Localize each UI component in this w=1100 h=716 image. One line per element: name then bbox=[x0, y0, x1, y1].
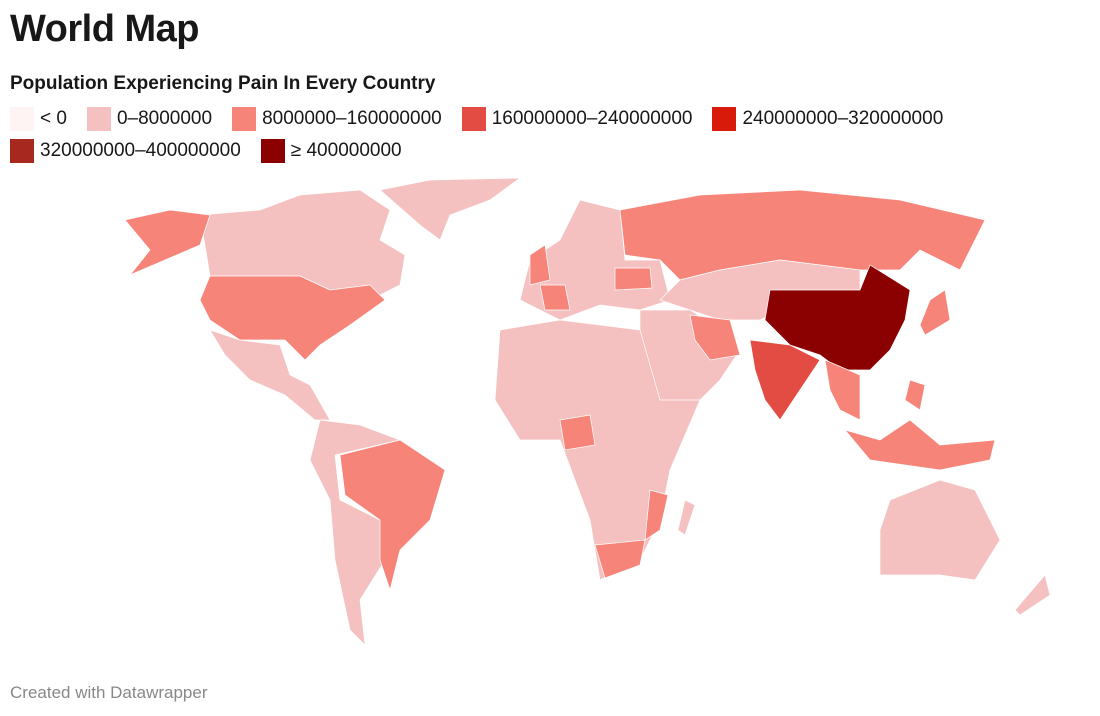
legend-item: 320000000–400000000 bbox=[10, 139, 241, 163]
usa[interactable] bbox=[199, 275, 386, 361]
legend-label: 8000000–160000000 bbox=[262, 108, 442, 129]
madagascar[interactable] bbox=[677, 499, 696, 536]
russia[interactable] bbox=[619, 189, 986, 281]
new-zealand[interactable] bbox=[1014, 574, 1051, 616]
legend-label: 0–8000000 bbox=[116, 108, 213, 129]
china[interactable] bbox=[764, 264, 911, 371]
legend-item: 160000000–240000000 bbox=[461, 107, 693, 131]
legend-label: 240000000–320000000 bbox=[742, 108, 944, 129]
legend-swatch bbox=[86, 107, 111, 131]
uk[interactable] bbox=[529, 244, 551, 286]
legend-swatch bbox=[10, 107, 34, 131]
legend-label: 320000000–400000000 bbox=[40, 140, 241, 161]
legend-item: < 0 bbox=[10, 107, 67, 131]
france[interactable] bbox=[539, 284, 571, 311]
legend-swatch bbox=[712, 107, 737, 131]
nigeria[interactable] bbox=[559, 414, 596, 451]
legend: < 0 0–8000000 8000000–160000000 16000000… bbox=[10, 107, 1090, 163]
southeast-asia[interactable] bbox=[824, 359, 861, 421]
legend-item: 8000000–160000000 bbox=[232, 107, 442, 131]
india[interactable] bbox=[749, 339, 821, 421]
footer-credit: Created with Datawrapper bbox=[10, 683, 208, 702]
iran[interactable] bbox=[689, 314, 741, 361]
legend-item: ≥ 400000000 bbox=[260, 139, 402, 163]
legend-item: 240000000–320000000 bbox=[712, 107, 943, 131]
legend-label: < 0 bbox=[40, 108, 67, 129]
philippines[interactable] bbox=[904, 379, 926, 411]
australia[interactable] bbox=[879, 479, 1001, 581]
mozambique[interactable] bbox=[644, 489, 669, 541]
map-subtitle: Population Experiencing Pain In Every Co… bbox=[10, 73, 436, 94]
legend-swatch bbox=[232, 107, 257, 131]
south-africa[interactable] bbox=[594, 539, 646, 579]
brazil[interactable] bbox=[339, 439, 446, 592]
greenland[interactable] bbox=[379, 177, 522, 241]
legend-item: 0–8000000 bbox=[86, 107, 213, 131]
legend-swatch bbox=[461, 107, 486, 131]
ukraine[interactable] bbox=[614, 267, 653, 291]
legend-swatch bbox=[260, 139, 285, 163]
legend-swatch bbox=[10, 139, 34, 163]
mexico-central-america[interactable] bbox=[209, 329, 331, 421]
legend-label: 160000000–240000000 bbox=[491, 108, 693, 129]
japan[interactable] bbox=[919, 289, 951, 336]
indonesia[interactable] bbox=[844, 419, 996, 471]
page-title: World Map bbox=[10, 8, 200, 50]
legend-label: ≥ 400000000 bbox=[290, 140, 402, 161]
world-map bbox=[124, 177, 1051, 646]
alaska[interactable] bbox=[124, 209, 211, 276]
